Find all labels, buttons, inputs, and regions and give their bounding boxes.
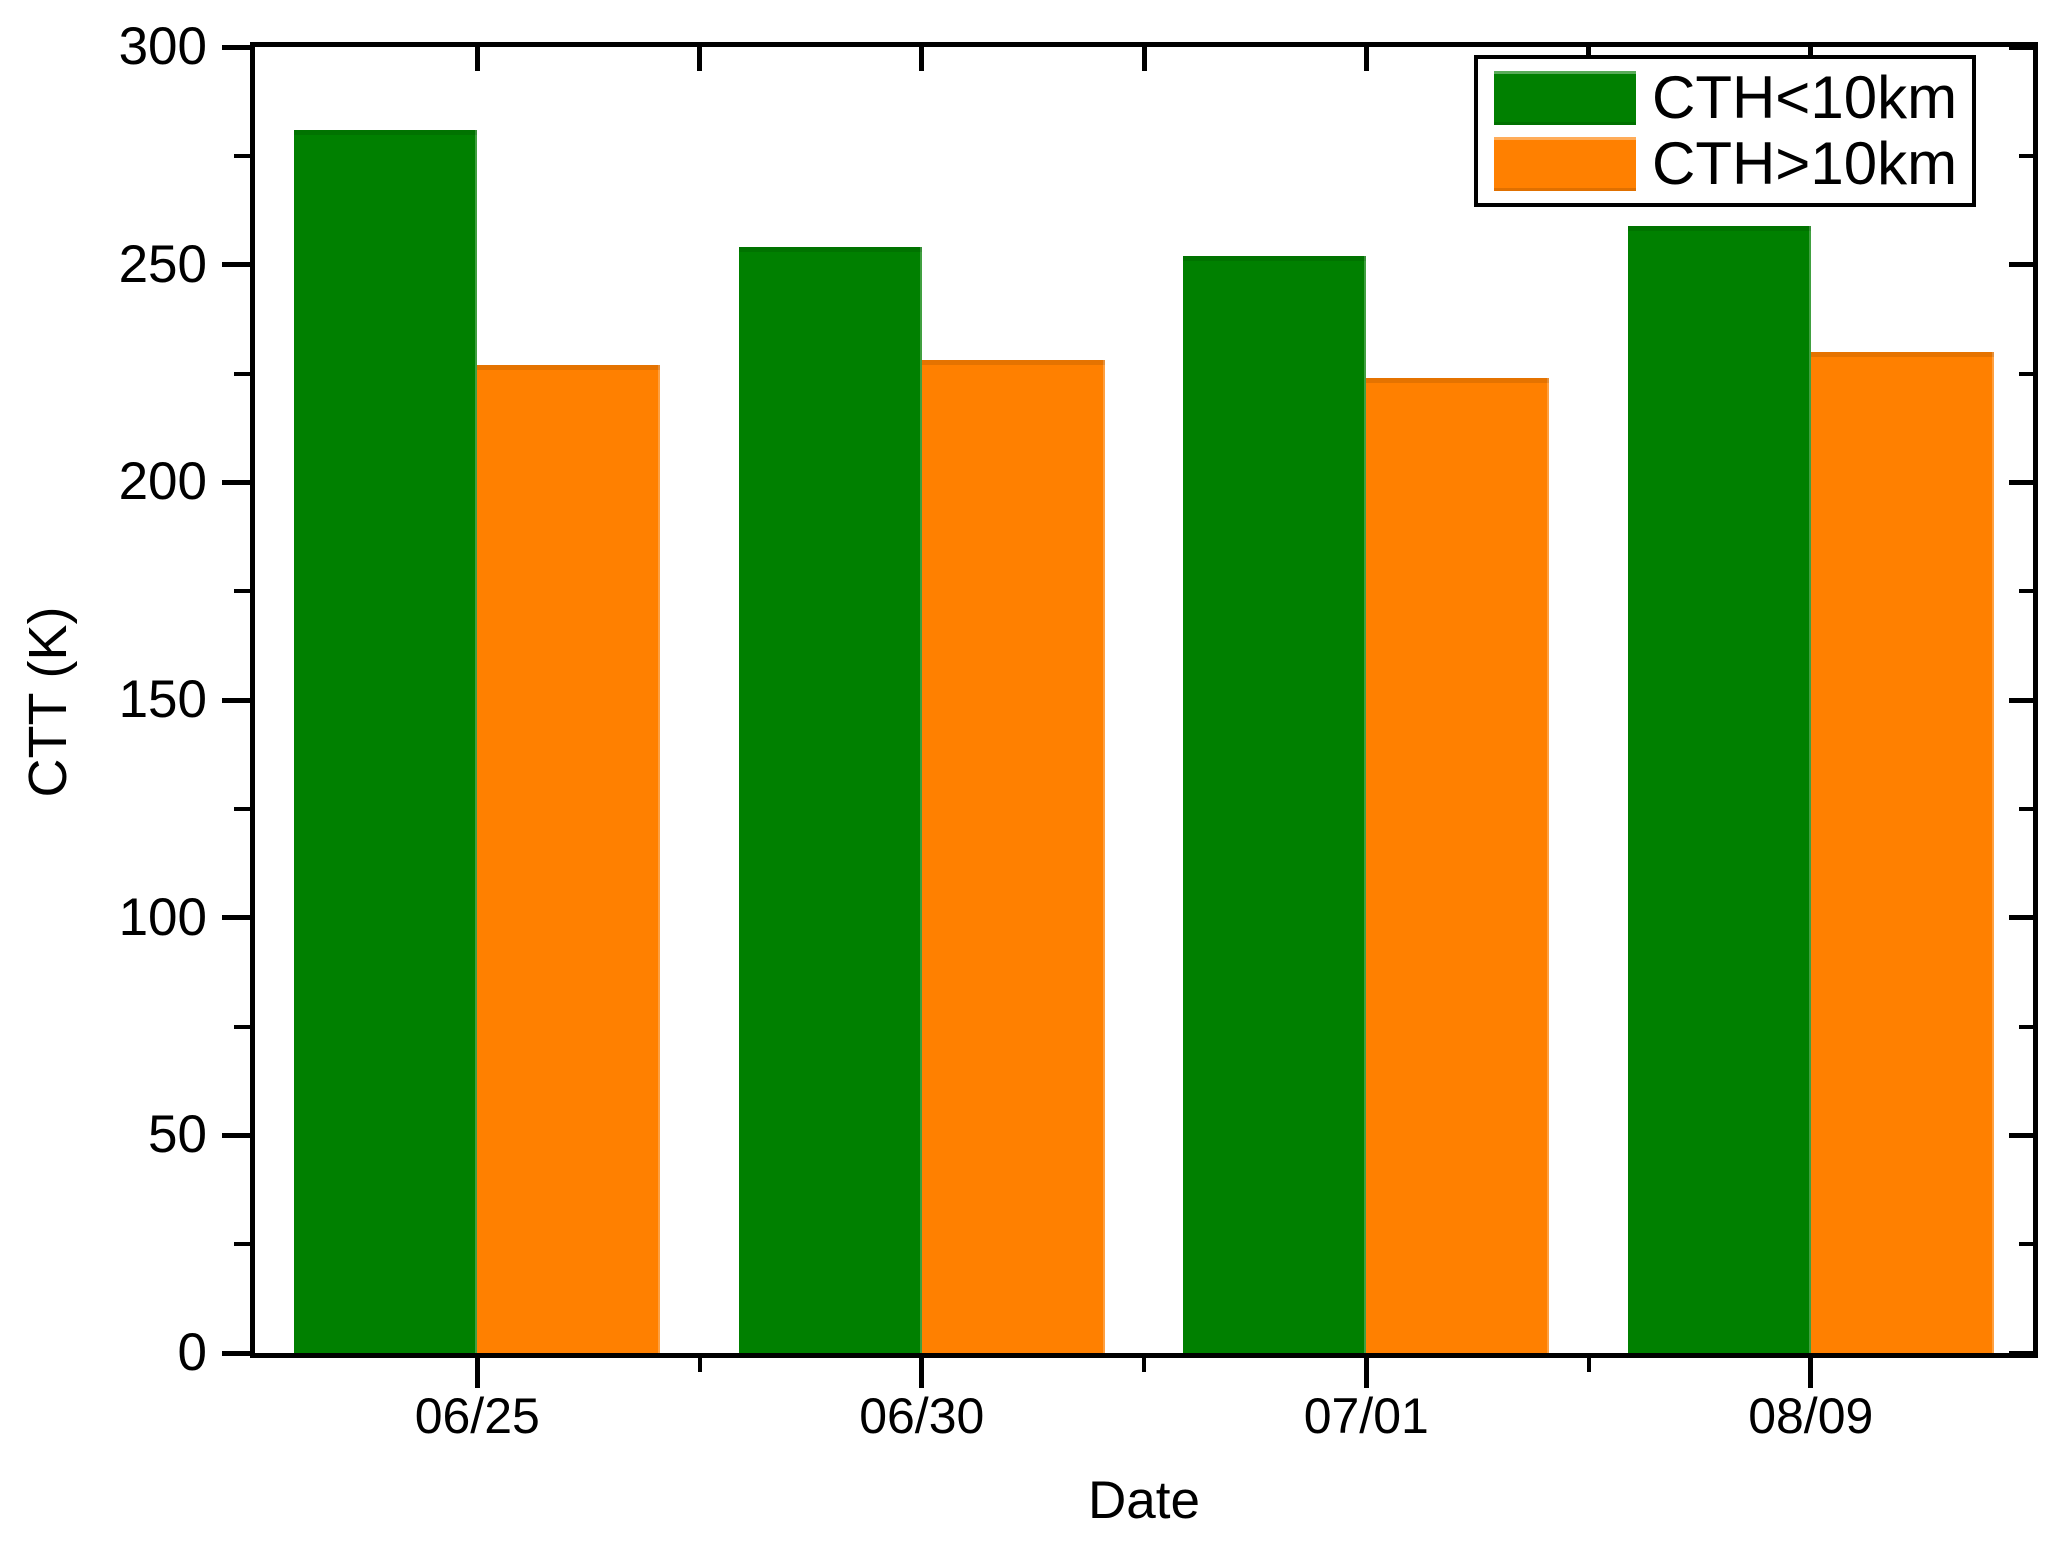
y-minor-tick (234, 589, 250, 594)
axes-layer: 0 50 100 150 200 250 300 06/25 06/30 07/01 08/09 (119, 20, 2033, 1441)
y-major-tick-right (2009, 44, 2033, 50)
x-major-tick (919, 1358, 925, 1388)
y-major-tick (222, 1132, 250, 1138)
x-tick-label: 06/25 (414, 1388, 540, 1444)
y-major-tick (222, 1350, 250, 1356)
y-minor-tick-right (2019, 589, 2033, 594)
y-minor-tick (234, 371, 250, 376)
legend-item-cth-gt-10km: CTH>10km (1494, 129, 1964, 197)
bar-CTH<10km-06/25 (294, 129, 478, 1353)
y-major-tick-right (2009, 479, 2033, 485)
y-minor-tick-right (2019, 1242, 2033, 1247)
y-major-tick-right (2009, 1350, 2033, 1356)
y-major-tick-right (2009, 1132, 2033, 1138)
legend-item-cth-lt-10km: CTH<10km (1494, 68, 1964, 128)
x-tick-label: 07/01 (1303, 1388, 1429, 1444)
legend-label: CTH<10km (1652, 64, 1958, 132)
x-major-tick (1363, 1358, 1369, 1388)
x-top-tick (1141, 47, 1147, 71)
y-tick-label: 300 (118, 17, 207, 76)
bar-CTH>10km-06/30 (921, 360, 1105, 1353)
y-major-tick (222, 479, 250, 485)
x-top-tick (474, 47, 480, 71)
bar-CTH<10km-07/01 (1183, 255, 1367, 1353)
y-tick-label: 50 (148, 1105, 207, 1165)
bars-layer (255, 47, 2033, 1353)
y-major-tick (222, 262, 250, 268)
legend-swatch-orange (1494, 136, 1636, 191)
y-minor-tick (234, 806, 250, 811)
y-major-tick-right (2009, 262, 2033, 268)
y-tick-label: 100 (118, 887, 207, 947)
legend: CTH<10km CTH>10km (1474, 55, 1976, 207)
y-major-tick (222, 44, 250, 50)
x-minor-tick (1142, 1358, 1146, 1372)
x-top-tick (697, 47, 702, 71)
x-tick-label: 08/09 (1748, 1388, 1874, 1444)
legend-label: CTH>10km (1652, 129, 1958, 197)
y-minor-tick-right (2019, 153, 2033, 158)
x-top-tick (1363, 47, 1369, 71)
y-major-tick-right (2009, 915, 2033, 921)
bar-CTH<10km-08/09 (1627, 225, 1811, 1353)
bar-CTH>10km-06/25 (477, 364, 661, 1353)
y-tick-label: 0 (177, 1323, 207, 1382)
y-major-tick (222, 697, 250, 703)
plot-area: 0 50 100 150 200 250 300 06/25 06/30 07/01 08/09 C… (119, 20, 2038, 1441)
x-top-tick (919, 47, 925, 71)
bar-CTH>10km-08/09 (1810, 351, 1994, 1353)
y-minor-tick-right (2019, 371, 2033, 376)
bar-CTH>10km-07/01 (1366, 377, 1550, 1353)
y-minor-tick-right (2019, 1024, 2033, 1029)
y-tick-label: 200 (118, 452, 207, 512)
y-major-tick (222, 915, 250, 921)
y-tick-label: 250 (118, 234, 207, 294)
x-minor-tick (697, 1358, 702, 1372)
y-minor-tick (234, 1242, 250, 1247)
bar-CTH<10km-06/30 (738, 247, 922, 1353)
y-minor-tick-right (2019, 806, 2033, 811)
y-major-tick-right (2009, 697, 2033, 703)
x-tick-label: 06/30 (859, 1388, 985, 1444)
x-axis-title: Date (1088, 1471, 1200, 1530)
legend-swatch-green (1494, 71, 1636, 126)
x-minor-tick (1586, 1358, 1591, 1372)
y-minor-tick (234, 1024, 250, 1029)
x-major-tick (474, 1358, 480, 1388)
y-tick-label: 150 (118, 670, 207, 729)
y-minor-tick (234, 153, 250, 158)
x-major-tick (1808, 1358, 1814, 1388)
